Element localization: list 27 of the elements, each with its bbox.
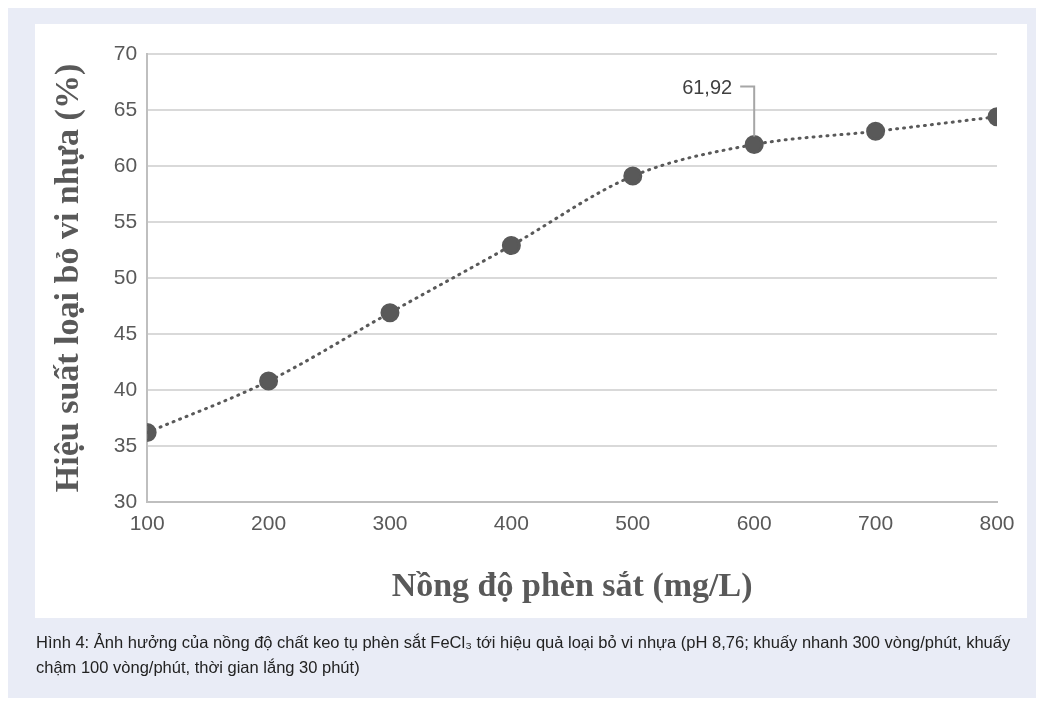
y-tick-label: 45 <box>113 320 138 344</box>
point <box>501 236 521 256</box>
y-axis-title: Hiệu suất loại bỏ vi nhựa (%) <box>48 63 87 493</box>
y-tick-label: 65 <box>113 96 138 120</box>
x-tick-label: 500 <box>615 511 651 535</box>
x-tick-label: 700 <box>858 511 894 535</box>
x-tick-label: 600 <box>736 511 772 535</box>
y-tick-label: 50 <box>113 264 138 288</box>
point <box>623 166 643 186</box>
x-axis-title: Nồng độ phèn sắt (mg/L) <box>391 566 753 605</box>
point <box>380 303 400 323</box>
y-tick-label: 35 <box>113 432 138 456</box>
x-tick-label: 800 <box>979 511 1015 535</box>
point <box>866 121 886 141</box>
x-tick-label: 100 <box>129 511 165 535</box>
x-tick-label: 200 <box>251 511 287 535</box>
y-tick-label: 70 <box>113 40 138 64</box>
x-tick-label: 400 <box>493 511 529 535</box>
y-tick-label: 30 <box>113 488 138 512</box>
y-tick-label: 60 <box>113 152 138 176</box>
text: Hình 4: Ảnh hưởng của nồng độ chất keo tụ phèn sắt FeCl₃ tới hiệu quả loại bỏ vi nhựa (pH 8,76; khuấy nhanh 300 vòng/phút, khuấy chậm 100 vòng/phút, thời gian lắng 30 phút) <box>36 632 1012 678</box>
point <box>259 371 279 391</box>
data-label: 61,92 <box>682 76 733 99</box>
point <box>744 135 764 154</box>
x-tick-label: 300 <box>372 511 408 535</box>
y-tick-label: 40 <box>113 376 138 400</box>
y-tick-label: 55 <box>113 208 138 232</box>
